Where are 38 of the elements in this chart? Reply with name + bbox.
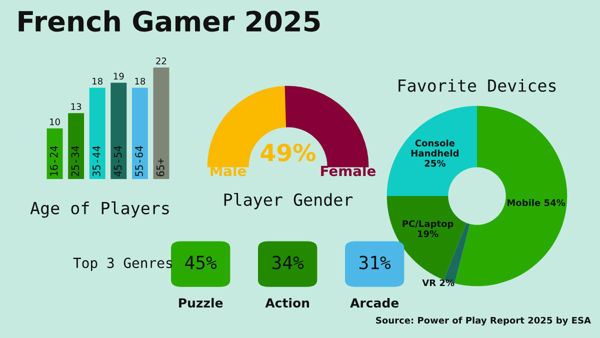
donut-slice xyxy=(386,106,477,196)
x-tick-label: 45-54 xyxy=(114,146,122,176)
data-label: 18 xyxy=(92,78,102,85)
x-axis-title: Age of Players xyxy=(30,201,169,218)
chart-title: Favorite Devices xyxy=(398,78,556,92)
data-label: 10 xyxy=(50,118,60,126)
category-label: Arcade xyxy=(350,298,399,308)
slice-label: Mobile 54% xyxy=(507,199,566,206)
data-label: 13 xyxy=(71,103,82,110)
bar xyxy=(153,67,170,180)
data-label: 25% xyxy=(424,160,446,167)
text: Player Gender xyxy=(224,192,353,210)
source-note: Source: Power of Play Report 2025 by ESA xyxy=(376,316,591,326)
data-label: 34% xyxy=(272,256,304,270)
x-tick-label: 16-24 xyxy=(50,146,58,176)
x-tick-label: 25-34 xyxy=(71,146,80,176)
bar xyxy=(89,88,106,180)
bar xyxy=(132,88,148,180)
data-label: 19% xyxy=(418,230,438,238)
slice-label: PC/Laptop xyxy=(402,220,454,229)
slice-label: Console Handheld xyxy=(411,140,458,157)
data-label: 45% xyxy=(185,256,217,270)
data-label: 19 xyxy=(114,72,124,80)
x-tick-label: 35-44 xyxy=(92,146,100,176)
slice-label: Female xyxy=(321,165,376,176)
category-label: Action xyxy=(265,298,310,308)
category-label: Puzzle xyxy=(179,298,223,308)
data-label: 31% xyxy=(359,256,391,270)
bar xyxy=(110,82,127,180)
data-label: 22 xyxy=(156,58,166,64)
chart-title: French Gamer 2025 xyxy=(18,10,320,32)
bar xyxy=(46,128,63,180)
x-tick-label: 55-64 xyxy=(135,146,143,176)
x-tick-label: 65+ xyxy=(156,158,164,176)
slice-label: VR 2% xyxy=(422,279,454,286)
bar xyxy=(68,113,84,180)
data-label: 49% xyxy=(260,144,316,162)
data-label: 18 xyxy=(135,78,146,85)
